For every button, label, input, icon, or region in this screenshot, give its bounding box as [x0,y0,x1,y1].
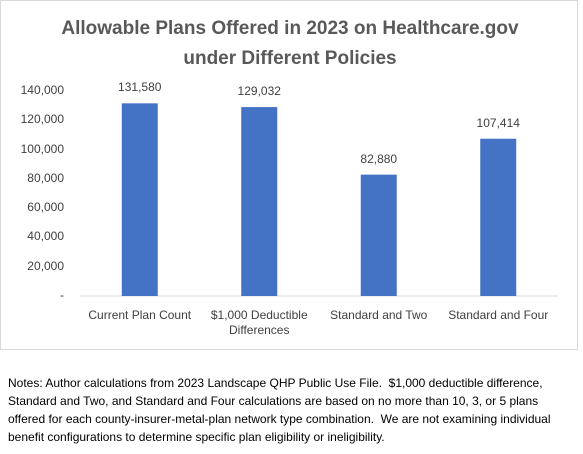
notes: Notes: Author calculations from 2023 Lan… [8,376,554,444]
value-label: 131,580 [118,80,162,95]
bar [241,107,278,296]
x-tick-label: $1,000 Deductible Differences [210,308,308,337]
bar [480,138,517,296]
y-tick-label: 40,000 [27,229,64,244]
value-label: 107,414 [476,115,520,130]
y-tick-label: 20,000 [27,258,64,273]
y-tick-label: 60,000 [27,200,64,215]
chart-frame [0,0,578,350]
bar [360,174,397,296]
y-tick-label: 120,000 [20,112,64,127]
value-label: 82,880 [360,151,398,166]
value-label: 129,032 [237,84,281,99]
y-tick-label: 140,000 [20,83,64,97]
y-tick-label: - [60,288,64,302]
y-tick-label: 100,000 [20,141,64,156]
x-tick-label: Standard and Two [330,308,428,322]
y-tick-label: 80,000 [27,170,64,185]
chart-title: Allowable Plans Offered in 2023 on Healt… [61,18,519,69]
bar [121,103,158,296]
x-tick-label: Standard and Four [448,308,549,322]
x-tick-label: Current Plan Count [88,308,192,322]
